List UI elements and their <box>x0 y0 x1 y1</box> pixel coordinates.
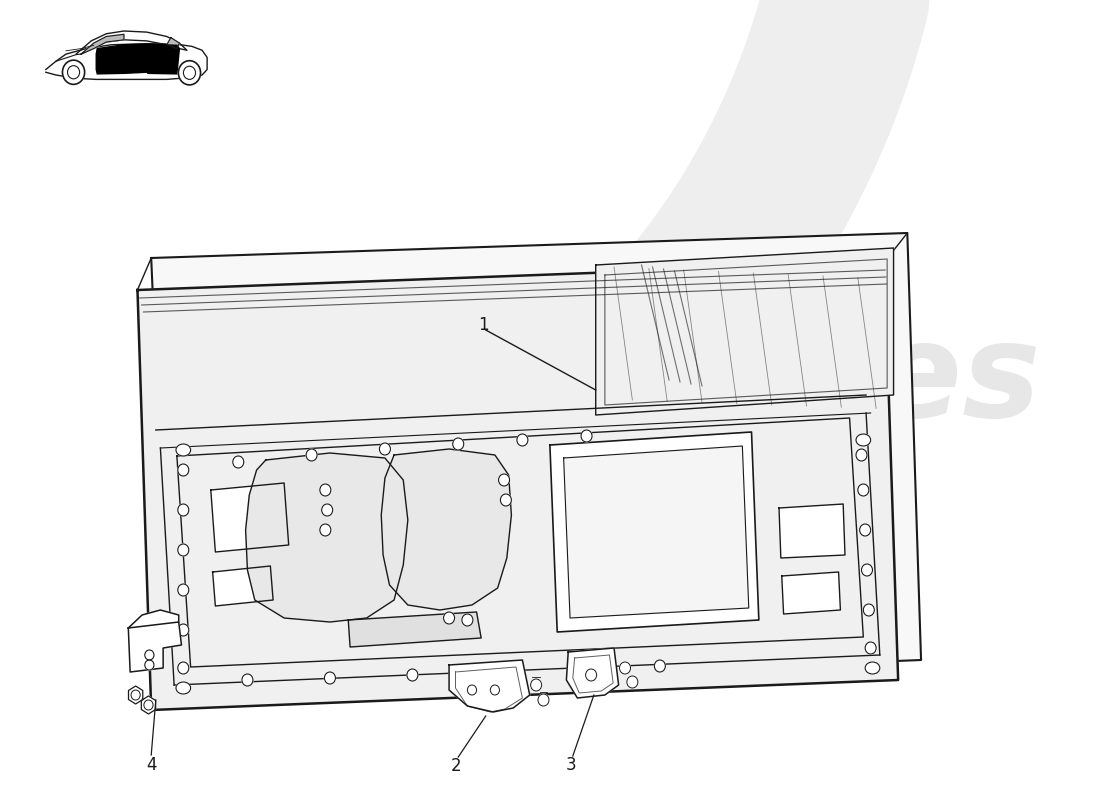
Circle shape <box>443 612 454 624</box>
Circle shape <box>178 624 189 636</box>
Circle shape <box>407 669 418 681</box>
Polygon shape <box>449 660 530 712</box>
Text: 1: 1 <box>478 316 490 334</box>
Circle shape <box>572 663 583 675</box>
Polygon shape <box>550 432 759 632</box>
Text: 4: 4 <box>146 756 156 774</box>
Circle shape <box>861 564 872 576</box>
Circle shape <box>63 60 85 84</box>
Circle shape <box>856 449 867 461</box>
Polygon shape <box>563 446 749 618</box>
Polygon shape <box>76 31 187 54</box>
Circle shape <box>654 660 666 672</box>
Polygon shape <box>211 483 288 552</box>
Polygon shape <box>212 566 273 606</box>
Circle shape <box>320 524 331 536</box>
Polygon shape <box>566 648 618 698</box>
Circle shape <box>491 685 499 695</box>
Circle shape <box>131 690 140 700</box>
Polygon shape <box>129 622 182 672</box>
Circle shape <box>619 662 630 674</box>
Circle shape <box>306 449 317 461</box>
Circle shape <box>490 666 500 678</box>
Circle shape <box>145 660 154 670</box>
Polygon shape <box>138 262 898 710</box>
Ellipse shape <box>856 434 871 446</box>
Circle shape <box>864 604 874 616</box>
Polygon shape <box>382 449 512 610</box>
Ellipse shape <box>176 444 190 456</box>
Circle shape <box>320 484 331 496</box>
Polygon shape <box>129 686 143 704</box>
Polygon shape <box>151 233 921 690</box>
Ellipse shape <box>866 662 880 674</box>
Polygon shape <box>46 44 207 79</box>
Circle shape <box>321 504 332 516</box>
Circle shape <box>178 544 189 556</box>
Circle shape <box>517 434 528 446</box>
Text: since
1985: since 1985 <box>720 424 874 536</box>
Polygon shape <box>167 38 179 49</box>
Circle shape <box>242 674 253 686</box>
Circle shape <box>178 61 200 85</box>
Polygon shape <box>96 44 146 74</box>
Circle shape <box>530 679 541 691</box>
Circle shape <box>178 504 189 516</box>
Circle shape <box>379 443 390 455</box>
Polygon shape <box>782 572 840 614</box>
Circle shape <box>324 672 336 684</box>
Polygon shape <box>147 44 179 74</box>
Circle shape <box>462 614 473 626</box>
Circle shape <box>145 650 154 660</box>
Circle shape <box>178 584 189 596</box>
Polygon shape <box>779 504 845 558</box>
Circle shape <box>233 456 244 468</box>
Circle shape <box>178 662 189 674</box>
Circle shape <box>866 642 877 654</box>
Text: 3: 3 <box>565 756 576 774</box>
Circle shape <box>627 676 638 688</box>
Circle shape <box>468 685 476 695</box>
Text: eurospares: eurospares <box>206 317 1041 443</box>
Circle shape <box>585 669 596 681</box>
Circle shape <box>144 700 153 710</box>
Circle shape <box>538 694 549 706</box>
Circle shape <box>498 474 509 486</box>
Circle shape <box>858 484 869 496</box>
Polygon shape <box>245 453 408 622</box>
Polygon shape <box>129 610 178 628</box>
Circle shape <box>453 438 464 450</box>
Polygon shape <box>596 248 893 415</box>
Polygon shape <box>141 696 155 714</box>
Circle shape <box>178 464 189 476</box>
Circle shape <box>860 524 871 536</box>
Circle shape <box>581 430 592 442</box>
Polygon shape <box>349 612 481 647</box>
Ellipse shape <box>176 682 190 694</box>
Text: 2: 2 <box>451 757 462 775</box>
Polygon shape <box>81 34 124 54</box>
Circle shape <box>500 494 512 506</box>
